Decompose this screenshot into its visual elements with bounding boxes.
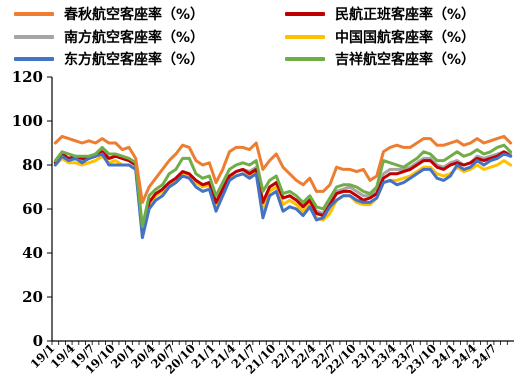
legend-item-air-china: 中国国航客座率（%） [285,27,475,47]
y-tick-label: 0 [33,332,43,350]
y-tick-label: 120 [12,68,43,86]
legend-label-china-southern: 南方航空客座率（%） [64,30,205,46]
y-tick-label: 60 [22,200,43,218]
legend-item-juneyao: 吉祥航空客座率（%） [285,49,475,69]
y-tick-label: 100 [12,112,43,130]
legend-label-china-eastern: 东方航空客座率（%） [64,52,205,68]
legend-swatch-civil-aviation [285,12,325,16]
series-lines [53,134,513,240]
series-line-1 [53,150,513,233]
x-tick-label: 24/7 [470,341,500,371]
legend-item-china-eastern: 东方航空客座率（%） [14,49,204,69]
legend-label-chunqiu: 春秋航空客座率（%） [64,7,205,23]
legend-swatch-chunqiu [14,12,54,16]
legend-item-chunqiu: 春秋航空客座率（%） [14,4,204,24]
legend-label-juneyao: 吉祥航空客座率（%） [335,52,476,68]
legend: 春秋航空客座率（%） 民航正班客座率（%） 南方航空客座率（%） 中国国航客座率… [0,0,524,72]
y-tick-label: 80 [22,156,43,174]
legend-item-china-southern: 南方航空客座率（%） [14,27,204,47]
x-axis-ticks: 19/119/419/719/1020/120/420/720/1021/121… [28,341,508,377]
series-line-4 [53,152,513,240]
legend-label-air-china: 中国国航客座率（%） [335,30,476,46]
series-line-0 [53,134,513,204]
legend-swatch-air-china [285,35,325,39]
y-axis-ticks: 0 20 40 60 80 100 120 [12,68,52,350]
legend-swatch-china-southern [14,35,54,39]
legend-item-civil-aviation: 民航正班客座率（%） [285,4,475,24]
series-line-5 [53,143,513,229]
y-tick-label: 20 [22,288,43,306]
legend-label-civil-aviation: 民航正班客座率（%） [335,7,476,23]
y-tick-label: 40 [22,244,43,262]
legend-swatch-juneyao [285,57,325,61]
legend-swatch-china-eastern [14,57,54,61]
